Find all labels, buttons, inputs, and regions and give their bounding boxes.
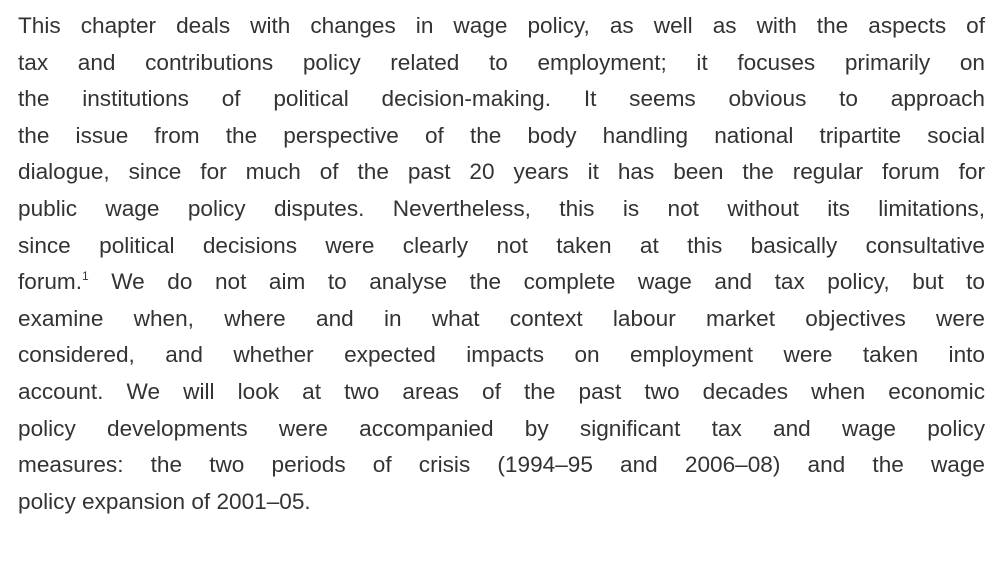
text-line: measures: the two periods of crisis (199…	[18, 452, 985, 478]
text-line: policy developments were accompanied by …	[18, 415, 985, 441]
paragraph: This chapter deals with changes in wage …	[18, 8, 985, 520]
text-line: the institutions of political decision-m…	[18, 86, 985, 112]
text-run: We do not aim to analyse the complete wa…	[88, 269, 985, 295]
text-run: forum.	[18, 269, 83, 295]
text-line: policy expansion of 2001–05.	[18, 488, 311, 514]
text-line: since political decisions were clearly n…	[18, 232, 985, 258]
text-line: public wage policy disputes. Nevertheles…	[18, 195, 985, 221]
text-line: the issue from the perspective of the bo…	[18, 122, 985, 148]
footnote-ref: 1	[82, 269, 89, 284]
text-line: account. We will look at two areas of th…	[18, 378, 985, 404]
text-line: This chapter deals with changes in wage …	[18, 13, 985, 38]
text-line: forum.1 We do not aim to analyse the com…	[18, 264, 985, 301]
text-line: tax and contributions policy related to …	[18, 49, 985, 75]
text-line: considered, and whether expected impacts…	[18, 342, 985, 368]
text-line: examine when, where and in what context …	[18, 305, 985, 331]
text-line: dialogue, since for much of the past 20 …	[18, 159, 985, 185]
